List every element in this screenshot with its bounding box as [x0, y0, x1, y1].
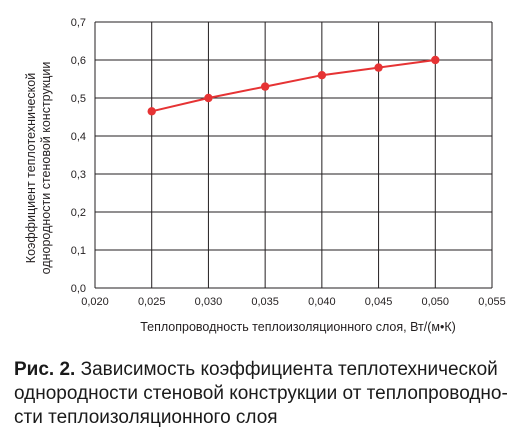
figure-caption: Рис. 2. Зависимость коэффициента теплоте…	[14, 358, 520, 430]
y-tick-label: 0,5	[71, 93, 86, 105]
y-axis-label-line2: однородности стеновой конструкции	[39, 62, 53, 275]
y-tick-label: 0,0	[71, 283, 86, 295]
y-tick-label: 0,6	[71, 55, 86, 67]
series	[147, 55, 440, 116]
data-point	[147, 107, 156, 116]
x-tick-label: 0,020	[81, 296, 109, 308]
y-tick-label: 0,1	[71, 245, 86, 257]
y-tick-label: 0,4	[71, 131, 86, 143]
x-tick-label: 0,035	[251, 296, 279, 308]
caption-prefix: Рис. 2.	[14, 359, 76, 380]
x-axis-label: Теплопроводность теплоизоляционного слоя…	[140, 320, 456, 334]
data-point	[204, 93, 213, 103]
y-axis-label-line1: Коэффициент теплотехнической	[24, 73, 38, 263]
x-tick-label: 0,040	[308, 296, 336, 308]
x-tick-label: 0,045	[365, 296, 393, 308]
data-point	[431, 55, 440, 65]
line-chart: 0,020 0,025 0,030 0,035 0,040 0,045 0,050 0,055…	[24, 17, 506, 334]
data-point	[317, 71, 327, 80]
y-tick-label: 0,2	[71, 207, 86, 219]
data-point	[374, 63, 383, 72]
x-tick-label: 0,050	[422, 296, 450, 308]
data-point	[260, 82, 270, 91]
x-tick-label: 0,025	[138, 296, 166, 308]
y-tick-label: 0,3	[71, 169, 86, 181]
x-tick-label: 0,030	[195, 296, 223, 308]
y-tick-label: 0,7	[71, 17, 86, 29]
tick-labels: 0,020 0,025 0,030 0,035 0,040 0,045 0,050 0,055…	[71, 17, 506, 308]
x-tick-label: 0,055	[478, 296, 506, 308]
series-line	[151, 59, 436, 113]
caption-text: Зависимость коэффициента теплотехническо…	[14, 359, 508, 428]
